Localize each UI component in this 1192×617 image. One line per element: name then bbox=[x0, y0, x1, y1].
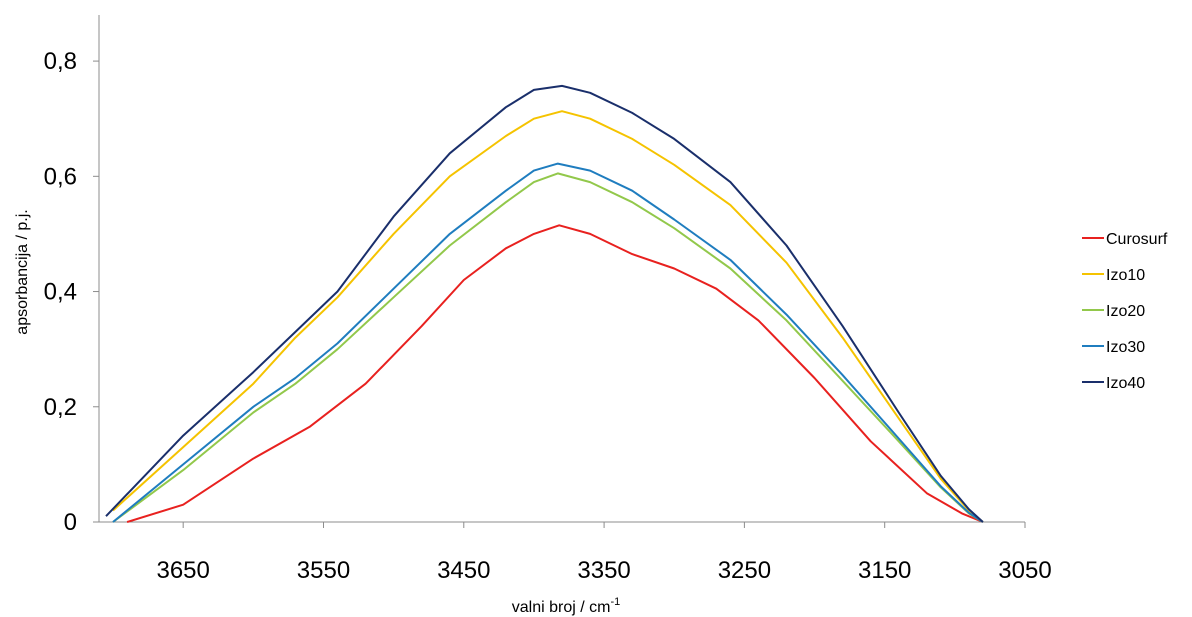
x-tick-label: 3050 bbox=[998, 557, 1051, 584]
x-tick-label: 3150 bbox=[858, 557, 911, 584]
legend: Curosurf Izo10 Izo20 Izo30 Izo40 bbox=[1082, 231, 1168, 392]
legend-label: Izo10 bbox=[1106, 267, 1145, 284]
x-tick-label: 3550 bbox=[297, 557, 350, 584]
series-line-izo30 bbox=[112, 162, 984, 523]
legend-label: Izo40 bbox=[1106, 375, 1145, 392]
y-tick-label: 0,6 bbox=[44, 163, 77, 190]
axes: 0 0,2 0,4 0,6 0,8 3650 3550 3450 3350 3250 3150 305… bbox=[44, 15, 1052, 584]
series-line-izo40 bbox=[105, 84, 984, 523]
legend-label: Izo30 bbox=[1106, 339, 1145, 356]
x-tick-label: 3350 bbox=[577, 557, 630, 584]
x-axis-title: valni broj / cm-1 bbox=[512, 596, 620, 616]
x-tick-label: 3650 bbox=[156, 557, 209, 584]
y-tick-label: 0,2 bbox=[44, 394, 77, 421]
legend-label: Curosurf bbox=[1106, 231, 1168, 248]
series-line-izo10 bbox=[112, 110, 984, 523]
x-tick-label: 3450 bbox=[437, 557, 490, 584]
x-tick-label: 3250 bbox=[718, 557, 771, 584]
y-tick-label: 0,4 bbox=[44, 279, 77, 306]
y-tick-label: 0,8 bbox=[44, 48, 77, 75]
series-line-izo20 bbox=[112, 172, 984, 523]
legend-label: Izo20 bbox=[1106, 303, 1145, 320]
series-layer bbox=[105, 84, 984, 523]
y-axis-title: apsorbancija / p.j. bbox=[14, 209, 31, 334]
series-line-curosurf bbox=[126, 224, 984, 523]
y-tick-label: 0 bbox=[64, 509, 77, 536]
